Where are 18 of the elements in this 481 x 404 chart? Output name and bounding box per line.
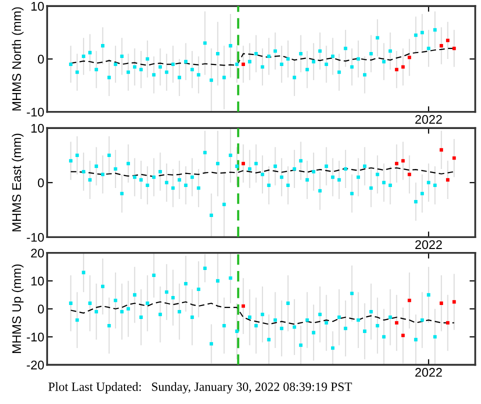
y-tick-label: 0 bbox=[38, 178, 44, 188]
x-tick-label: 2022 bbox=[415, 368, 442, 377]
y-axis-title: MHMS Up (mm) bbox=[12, 264, 24, 353]
y-tick-label: -20 bbox=[26, 360, 44, 370]
y-axis-title: MHMS East (mm) bbox=[12, 134, 24, 232]
text: Plot Last Updated: Sunday, January 30, 2022 08:39:19 PST bbox=[48, 382, 352, 394]
y-tick-label: -10 bbox=[26, 332, 44, 342]
y-tick-label: -10 bbox=[26, 108, 44, 117]
y-tick-label: 10 bbox=[31, 276, 44, 286]
y-tick-label: 20 bbox=[31, 248, 44, 258]
x-tick-label: 2022 bbox=[415, 240, 442, 250]
y-tick-label: 0 bbox=[38, 304, 44, 314]
y-tick-label: 10 bbox=[31, 124, 44, 133]
x-tick-label: 2022 bbox=[415, 115, 442, 124]
y-axis-title: MHMS North (mm) bbox=[12, 7, 24, 110]
y-tick-label: 10 bbox=[31, 2, 44, 11]
y-tick-label: -10 bbox=[26, 232, 44, 242]
y-tick-label: 0 bbox=[38, 54, 44, 64]
